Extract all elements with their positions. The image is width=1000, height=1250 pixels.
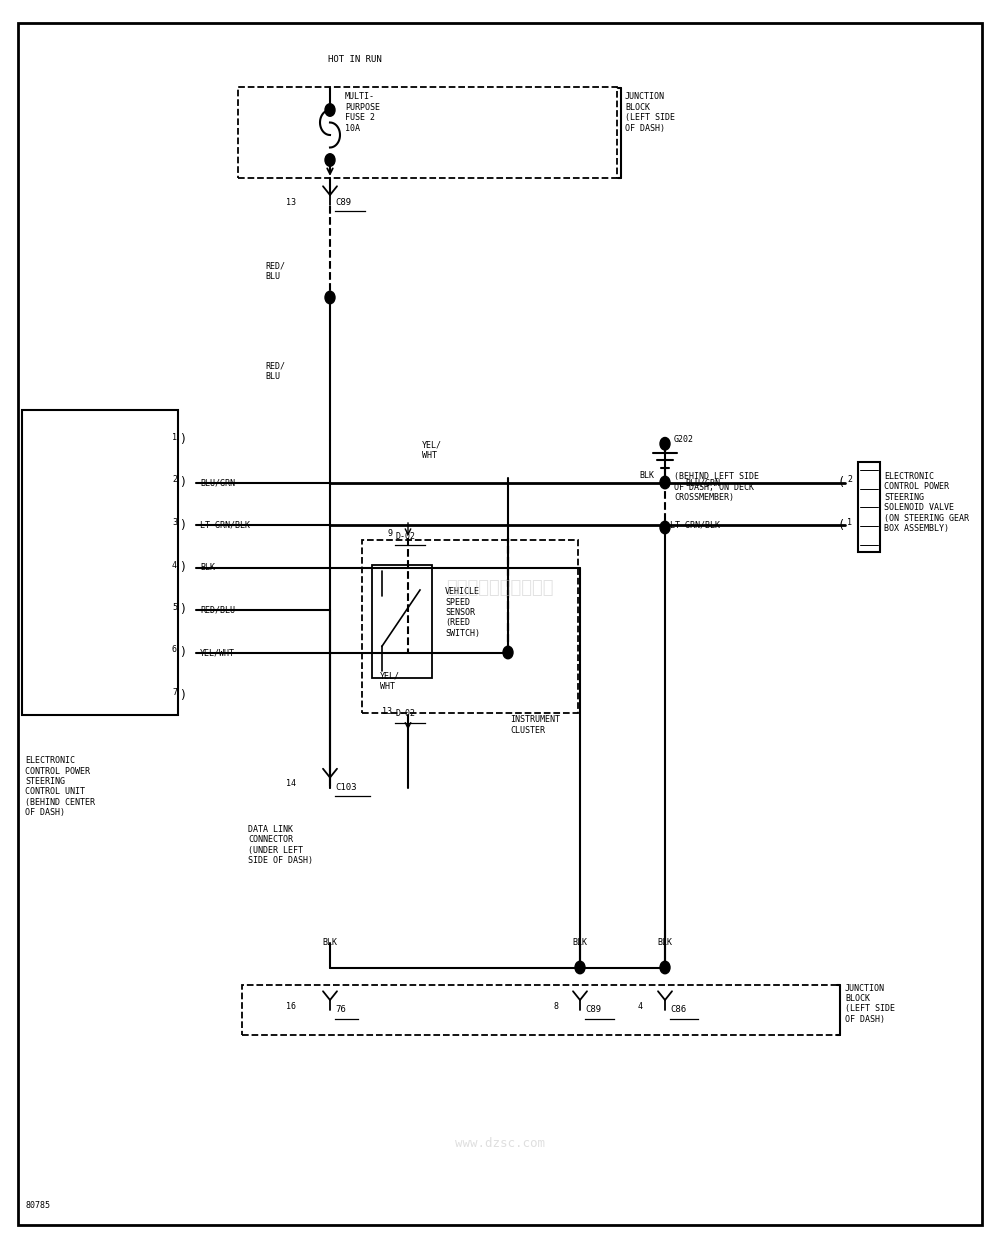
Text: (: (	[838, 519, 845, 531]
Text: RED/
BLU: RED/ BLU	[265, 361, 285, 381]
Text: ELECTRONIC
CONTROL POWER
STEERING
SOLENOID VALVE
(ON STEERING GEAR
BOX ASSEMBLY): ELECTRONIC CONTROL POWER STEERING SOLENO…	[884, 472, 969, 532]
Text: (: (	[838, 476, 845, 489]
Text: JUNCTION
BLOCK
(LEFT SIDE
OF DASH): JUNCTION BLOCK (LEFT SIDE OF DASH)	[845, 984, 895, 1024]
Text: YEL/
WHT: YEL/ WHT	[422, 440, 442, 460]
Text: BLU/GRN: BLU/GRN	[200, 478, 235, 488]
Text: 7: 7	[172, 688, 177, 698]
Text: 14: 14	[286, 779, 296, 789]
Bar	[858, 462, 880, 552]
Circle shape	[575, 961, 585, 974]
Text: 8: 8	[553, 1001, 558, 1011]
Text: LT GRN/BLK: LT GRN/BLK	[200, 520, 250, 530]
Text: ): )	[179, 604, 186, 616]
Text: YEL/WHT: YEL/WHT	[200, 648, 235, 658]
Text: 3: 3	[172, 518, 177, 528]
Text: HOT IN RUN: HOT IN RUN	[328, 55, 382, 65]
Text: ): )	[179, 646, 186, 659]
Text: RED/BLU: RED/BLU	[200, 605, 235, 615]
Text: ): )	[179, 476, 186, 489]
Circle shape	[660, 961, 670, 974]
Text: C86: C86	[670, 1005, 686, 1015]
Text: YEL/
WHT: YEL/ WHT	[380, 671, 400, 691]
Text: 76: 76	[335, 1005, 346, 1015]
Text: INSTRUMENT
CLUSTER: INSTRUMENT CLUSTER	[510, 715, 560, 735]
Text: 4: 4	[172, 560, 177, 570]
Text: BLK: BLK	[322, 938, 338, 948]
Text: 13: 13	[286, 198, 296, 208]
Bar	[362, 540, 578, 712]
Text: 1: 1	[172, 432, 177, 442]
Text: 6: 6	[172, 645, 177, 655]
Text: 2: 2	[172, 475, 177, 485]
Text: D-02: D-02	[395, 709, 415, 719]
Text: 1: 1	[847, 518, 852, 528]
Text: ): )	[179, 561, 186, 574]
Text: www.dzsc.com: www.dzsc.com	[455, 1138, 545, 1150]
Text: RED/
BLU: RED/ BLU	[265, 261, 285, 281]
Text: 9: 9	[387, 529, 392, 539]
Text: G202: G202	[674, 435, 694, 445]
Circle shape	[325, 291, 335, 304]
Text: ): )	[179, 689, 186, 701]
Text: C89: C89	[585, 1005, 601, 1015]
Text: (BEHIND LEFT SIDE
OF DASH, ON DECK
CROSSMEMBER): (BEHIND LEFT SIDE OF DASH, ON DECK CROSS…	[674, 472, 759, 502]
Text: 4: 4	[638, 1001, 643, 1011]
Text: BLK: BLK	[200, 562, 215, 572]
Text: BLK: BLK	[572, 938, 588, 948]
Circle shape	[660, 476, 670, 489]
Text: 80785: 80785	[25, 1200, 50, 1210]
Text: DATA LINK
CONNECTOR
(UNDER LEFT
SIDE OF DASH): DATA LINK CONNECTOR (UNDER LEFT SIDE OF …	[248, 825, 313, 865]
Bar	[238, 88, 617, 178]
Text: VEHICLE
SPEED
SENSOR
(REED
SWITCH): VEHICLE SPEED SENSOR (REED SWITCH)	[445, 588, 480, 638]
Text: BLU/GRN: BLU/GRN	[685, 478, 720, 488]
Text: 13: 13	[382, 706, 392, 716]
Bar	[372, 565, 432, 678]
Text: 2: 2	[847, 475, 852, 485]
Text: BLK: BLK	[639, 470, 654, 480]
Text: 16: 16	[286, 1001, 296, 1011]
Text: ): )	[179, 434, 186, 446]
Text: C103: C103	[335, 782, 356, 792]
Text: D-02: D-02	[395, 531, 415, 541]
Text: ELECTRONIC
CONTROL POWER
STEERING
CONTROL UNIT
(BEHIND CENTER
OF DASH): ELECTRONIC CONTROL POWER STEERING CONTRO…	[25, 756, 95, 818]
Bar	[242, 985, 840, 1035]
Text: MULTI-
PURPOSE
FUSE 2
10A: MULTI- PURPOSE FUSE 2 10A	[345, 92, 380, 132]
Text: ): )	[179, 519, 186, 531]
Circle shape	[503, 646, 513, 659]
Text: JUNCTION
BLOCK
(LEFT SIDE
OF DASH): JUNCTION BLOCK (LEFT SIDE OF DASH)	[625, 92, 675, 132]
Circle shape	[660, 521, 670, 534]
Circle shape	[325, 104, 335, 116]
Text: C89: C89	[335, 198, 351, 208]
Bar	[22, 410, 178, 715]
Circle shape	[325, 154, 335, 166]
Text: 5: 5	[172, 602, 177, 612]
Text: 杭州将睿科技有限公司: 杭州将睿科技有限公司	[446, 579, 554, 596]
Text: LT GRN/BLK: LT GRN/BLK	[670, 520, 720, 530]
Text: BLK: BLK	[658, 938, 672, 948]
Circle shape	[660, 438, 670, 450]
